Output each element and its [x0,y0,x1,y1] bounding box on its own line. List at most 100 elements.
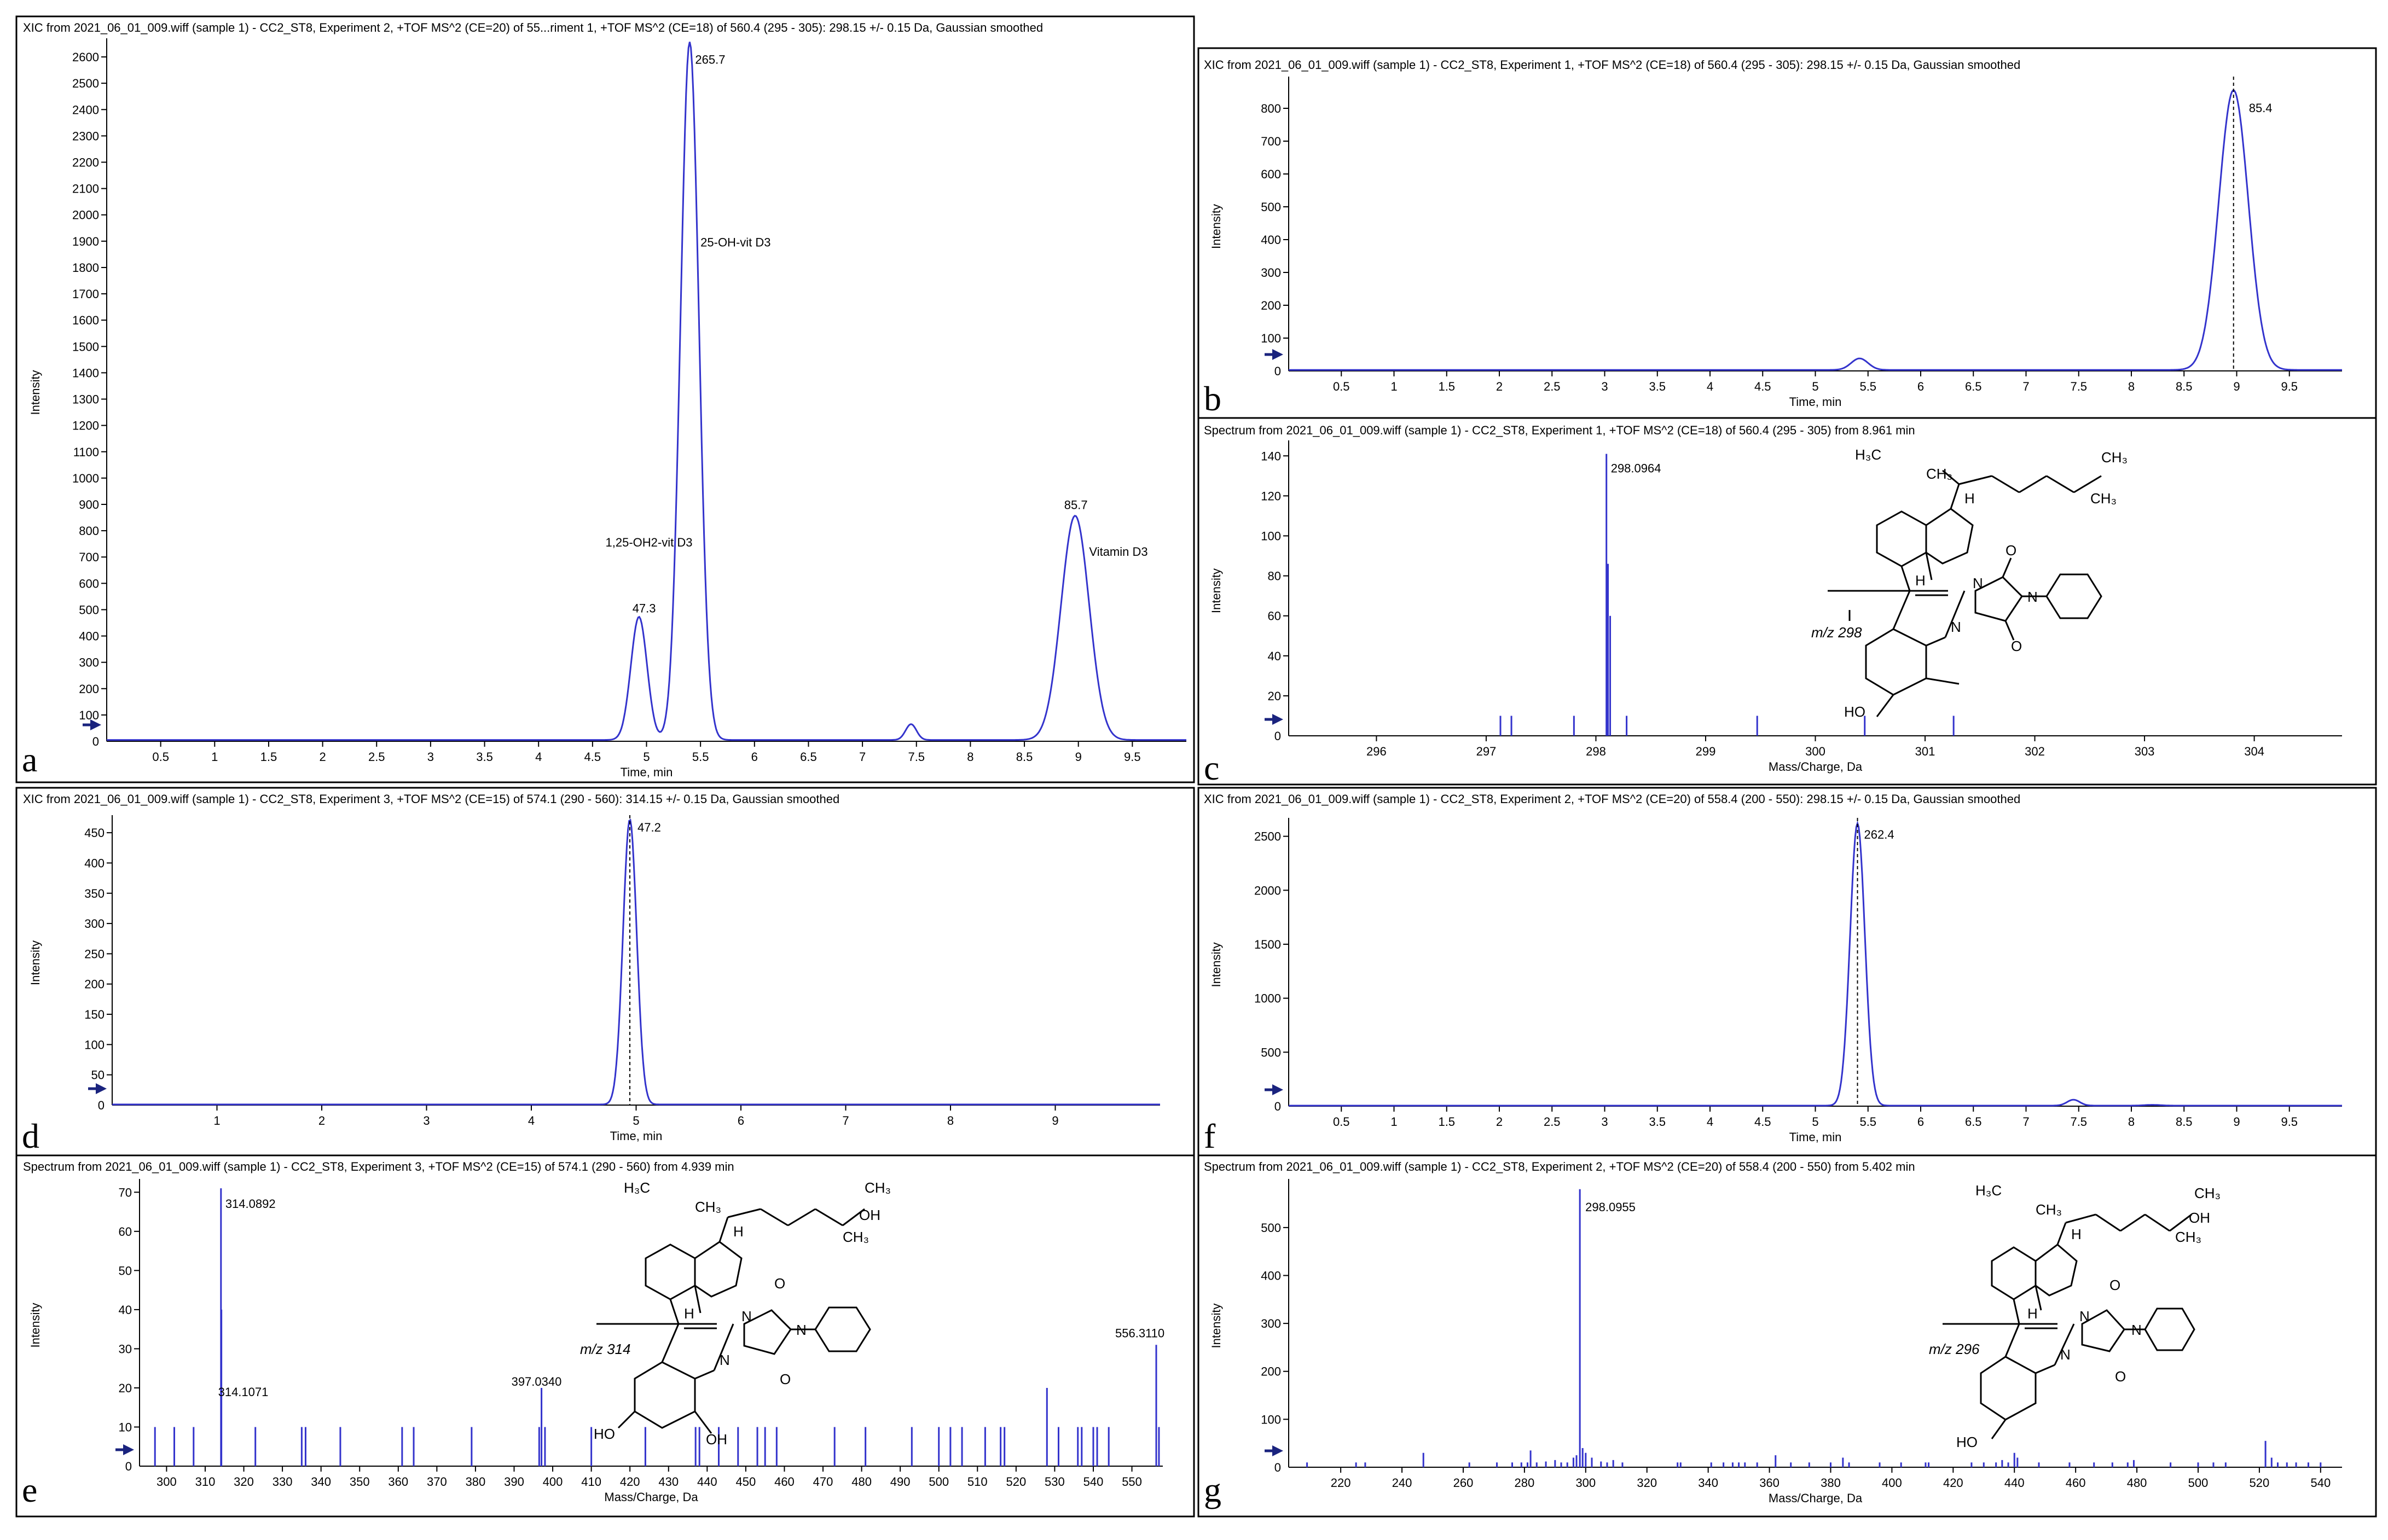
x-tick-label: 9.5 [2281,1115,2298,1129]
x-tick-label: 8.5 [2176,380,2193,393]
y-tick-label: 1700 [72,287,99,301]
x-tick-label: 5 [643,750,650,764]
x-tick-label: 3.5 [476,750,493,764]
x-tick-label: 260 [1453,1476,1474,1490]
y-axis-label-c: Intensity [1209,568,1223,613]
x-tick-label: 5.5 [1859,380,1876,393]
svg-text:H: H [1964,490,1975,507]
series-line-d [112,818,1160,1106]
y-axis-label-a: Intensity [28,370,42,415]
y-tick-label: 1200 [72,419,99,433]
y-tick-label: 500 [1261,1045,1281,1059]
svg-text:HO: HO [594,1426,615,1442]
y-tick-label: 200 [84,978,105,991]
y-tick-label: 50 [119,1264,132,1277]
y-tick-label: 400 [84,856,105,870]
x-tick-label: 6.5 [800,750,817,764]
x-tick-label: 340 [311,1475,331,1489]
svg-text:H₃C: H₃C [1975,1182,2002,1199]
x-tick-label: 410 [581,1475,601,1489]
x-axis-label-d: Time, min [610,1129,663,1143]
x-tick-label: 430 [658,1475,679,1489]
x-tick-label: 420 [620,1475,640,1489]
y-tick-label: 400 [1261,1269,1281,1282]
y-tick-label: 40 [1268,649,1281,663]
x-tick-label: 480 [851,1475,872,1489]
x-tick-label: 2.5 [1544,380,1561,393]
peak-annotation: 25-OH-vit D3 [700,235,770,249]
chart-panel-c: Spectrum from 2021_06_01_009.wiff (sampl… [1204,423,2342,787]
svg-text:H₃C: H₃C [1855,446,1881,463]
chart-panel-b: XIC from 2021_06_01_009.wiff (sample 1) … [1204,58,2342,418]
chart-title-a: XIC from 2021_06_01_009.wiff (sample 1) … [23,21,1043,34]
x-tick-label: 380 [466,1475,486,1489]
chart-title-e: Spectrum from 2021_06_01_009.wiff (sampl… [23,1160,734,1173]
svg-text:N: N [2079,1308,2090,1324]
x-tick-label: 8 [947,1114,954,1128]
x-tick-label: 4 [528,1114,535,1128]
y-tick-label: 500 [79,603,99,617]
x-tick-label: 220 [1331,1476,1351,1490]
x-tick-label: 400 [543,1475,563,1489]
svg-text:N: N [1973,575,1983,591]
peak-annotation: 556.3110 [1115,1326,1164,1340]
peak-annotation: 314.0892 [225,1197,276,1211]
svg-text:O: O [2011,638,2022,654]
x-tick-label: 1 [211,750,218,764]
svg-text:CH₃: CH₃ [1926,466,1952,482]
x-tick-label: 9.5 [2281,380,2298,393]
y-tick-label: 500 [1261,1221,1281,1235]
y-tick-label: 100 [1261,1413,1281,1426]
y-tick-label: 200 [1261,1365,1281,1379]
x-axis-label-f: Time, min [1789,1130,1842,1144]
y-tick-label: 2200 [72,156,99,170]
panel-c-frame [1197,417,2377,786]
y-tick-label: 150 [84,1008,105,1021]
svg-text:HO: HO [1844,704,1865,720]
x-tick-label: 4.5 [584,750,601,764]
x-tick-label: 6 [751,750,758,764]
chart-title-g: Spectrum from 2021_06_01_009.wiff (sampl… [1204,1160,1915,1173]
x-tick-label: 4.5 [1754,380,1771,393]
svg-text:CH₃: CH₃ [695,1199,721,1215]
x-tick-label: 490 [890,1475,911,1489]
x-tick-label: 240 [1392,1476,1412,1490]
svg-text:H: H [684,1305,694,1322]
x-tick-label: 500 [929,1475,949,1489]
y-tick-label: 100 [1261,529,1281,543]
panel-e-frame [15,1154,1195,1518]
y-tick-label: 10 [119,1420,132,1434]
y-tick-label: 300 [1261,266,1281,280]
x-tick-label: 4 [535,750,542,764]
panel-label-d: d [22,1117,39,1155]
y-tick-label: 400 [79,630,99,643]
structure-g-mz-label: m/z 296 [1929,1341,1980,1357]
chart-panel-g: Spectrum from 2021_06_01_009.wiff (sampl… [1204,1160,2342,1509]
x-axis-label-a: Time, min [621,765,673,779]
x-tick-label: 6.5 [1965,380,1982,393]
peak-annotation: 262.4 [1864,828,1894,841]
y-tick-label: 1000 [72,472,99,485]
y-tick-label: 0 [1274,729,1281,743]
svg-text:O: O [2115,1368,2126,1385]
y-tick-label: 2300 [72,129,99,143]
x-tick-label: 320 [1637,1476,1657,1490]
x-tick-label: 1 [1390,1115,1397,1129]
peak-annotation: 47.2 [637,821,661,834]
x-tick-label: 400 [1882,1476,1902,1490]
y-axis-label-d: Intensity [28,940,42,985]
svg-text:N: N [741,1308,752,1324]
y-tick-label: 70 [119,1185,132,1199]
x-tick-label: 8 [967,750,973,764]
svg-text:H: H [2071,1226,2082,1242]
x-tick-label: 300 [157,1475,177,1489]
x-tick-label: 2 [1496,380,1503,393]
y-tick-label: 1800 [72,261,99,275]
svg-text:CH₃: CH₃ [2194,1185,2221,1201]
y-tick-label: 1900 [72,235,99,248]
x-tick-label: 6 [738,1114,744,1128]
chemical-structure-c: H₃C CH₃ CH₃ CH₃ H H O O N N N HO m/z 298 [1811,446,2128,720]
y-tick-label: 120 [1261,489,1281,503]
x-tick-label: 8.5 [1016,750,1033,764]
x-tick-label: 0.5 [152,750,169,764]
